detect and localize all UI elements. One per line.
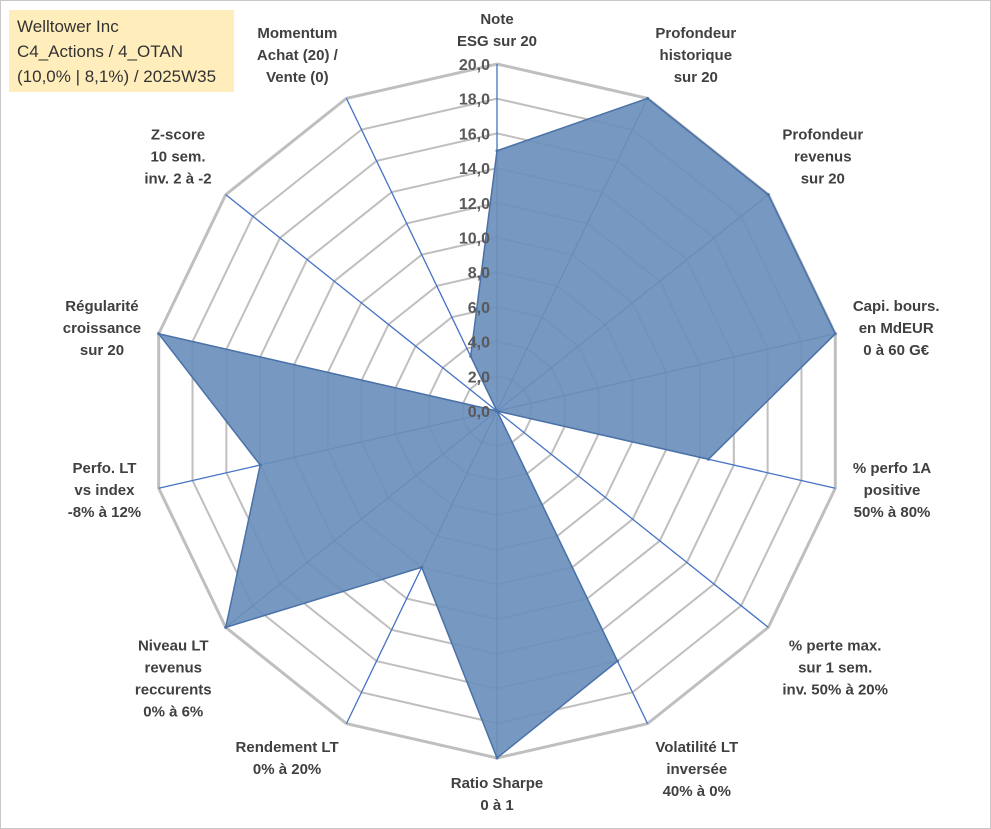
axis-label-line: Achat (20) / — [257, 47, 339, 64]
axis-label-line: Profondeur — [782, 126, 863, 143]
data-point-2 — [766, 193, 770, 197]
axis-label-line: Profondeur — [655, 25, 736, 42]
axis-label-line: Momentum — [257, 25, 337, 42]
series-layer — [156, 96, 837, 760]
axis-label-12: Z-score 10 sem. inv. 2 à -2 — [144, 126, 211, 187]
axis-label-5: % perte max. sur 1 sem. inv. 50% à 20% — [782, 638, 888, 699]
axis-label-line: historique — [660, 47, 733, 64]
axis-label-line: % perfo 1A — [853, 460, 932, 477]
tick-label: 8,0 — [468, 265, 490, 282]
axis-label-line: croissance — [63, 320, 141, 337]
axis-label-line: Capi. bours. — [853, 298, 940, 315]
data-point-9 — [224, 625, 228, 629]
axis-label-0: Note ESG sur 20 — [457, 11, 537, 50]
axis-label-line: inversée — [666, 761, 727, 778]
axis-label-line: Vente (0) — [266, 69, 329, 86]
axis-label-line: Niveau LT — [138, 638, 209, 655]
data-point-4 — [706, 457, 710, 461]
tick-label: 12,0 — [459, 196, 490, 213]
axis-label-line: sur 1 sem. — [798, 660, 872, 677]
tick-label: 20,0 — [459, 57, 490, 74]
data-point-8 — [420, 565, 424, 569]
axis-label-line: ESG sur 20 — [457, 33, 537, 50]
data-point-3 — [833, 332, 837, 336]
tick-label: 4,0 — [468, 335, 490, 352]
axis-label-1: Profondeur historique sur 20 — [655, 25, 736, 86]
info-company-name: Welltower Inc — [17, 17, 119, 36]
axis-label-line: Note — [480, 11, 513, 28]
axis-label-line: revenus — [794, 148, 852, 165]
axis-label-line: 40% à 0% — [663, 783, 731, 800]
axis-label-8: Rendement LT 0% à 20% — [236, 739, 339, 778]
axis-label-line: Volatilité LT — [655, 739, 738, 756]
tick-label: 14,0 — [459, 161, 490, 178]
axis-label-7: Ratio Sharpe 0 à 1 — [451, 775, 544, 814]
axis-label-6: Volatilité LT inversée 40% à 0% — [655, 739, 738, 800]
axis-label-line: 0% à 6% — [143, 704, 203, 721]
axis-label-line: vs index — [74, 482, 135, 499]
data-point-7 — [495, 756, 499, 760]
axis-label-line: inv. 50% à 20% — [782, 682, 888, 699]
info-box: Welltower Inc C4_Actions / 4_OTAN (10,0%… — [9, 10, 234, 92]
axis-label-line: 0 à 1 — [480, 797, 513, 814]
tick-label: 0,0 — [468, 404, 490, 421]
data-point-6 — [615, 659, 619, 663]
tick-label: 2,0 — [468, 369, 490, 386]
info-category: C4_Actions / 4_OTAN — [17, 42, 183, 61]
axis-label-line: 0 à 60 G€ — [863, 342, 930, 359]
axis-label-line: 0% à 20% — [253, 761, 321, 778]
data-point-12 — [495, 409, 499, 413]
axis-label-line: Régularité — [65, 298, 138, 315]
axis-label-line: % perte max. — [789, 638, 882, 655]
axis-label-line: Z-score — [151, 126, 205, 143]
tick-label: 18,0 — [459, 92, 490, 109]
axis-label-9: Niveau LT revenus reccurents 0% à 6% — [135, 638, 212, 721]
axis-label-line: en MdEUR — [859, 320, 934, 337]
axis-spoke-12 — [225, 194, 498, 412]
tick-label: 6,0 — [468, 300, 490, 317]
axis-label-line: Perfo. LT — [73, 460, 137, 477]
tick-label: 10,0 — [459, 231, 490, 248]
axis-label-line: 50% à 80% — [854, 504, 931, 521]
axis-label-10: Perfo. LT vs index -8% à 12% — [68, 460, 141, 521]
axis-label-line: 10 sem. — [150, 148, 205, 165]
label-layer: Note ESG sur 20 Profondeur historique sur 20… — [63, 11, 940, 814]
axis-label-line: positive — [864, 482, 921, 499]
axis-label-line: sur 20 — [80, 342, 124, 359]
axis-label-line: sur 20 — [801, 170, 845, 187]
data-point-13 — [469, 354, 473, 358]
axis-label-2: Profondeur revenus sur 20 — [782, 126, 863, 187]
axis-label-line: sur 20 — [674, 69, 718, 86]
axis-label-4: % perfo 1A positive 50% à 80% — [853, 460, 932, 521]
axis-label-line: revenus — [144, 660, 202, 677]
data-point-11 — [157, 332, 161, 336]
tick-layer: 0,0 2,0 4,0 6,0 8,0 10,0 12,0 14,0 16,0 18,0 20,0 — [459, 57, 490, 421]
series-area-0 — [156, 97, 837, 760]
axis-spoke-5 — [496, 410, 769, 628]
axis-label-line: reccurents — [135, 682, 212, 699]
data-point-10 — [258, 463, 262, 467]
axis-label-line: Rendement LT — [236, 739, 339, 756]
axis-label-line: Ratio Sharpe — [451, 775, 544, 792]
axis-label-11: Régularité croissance sur 20 — [63, 298, 141, 359]
tick-label: 16,0 — [459, 126, 490, 143]
axis-label-line: -8% à 12% — [68, 504, 141, 521]
axis-label-3: Capi. bours. en MdEUR 0 à 60 G€ — [853, 298, 940, 359]
axis-label-line: inv. 2 à -2 — [144, 170, 211, 187]
axis-label-13: Momentum Achat (20) / Vente (0) — [257, 25, 339, 86]
data-point-1 — [646, 96, 650, 100]
data-point-0 — [495, 149, 499, 153]
info-stats-week: (10,0% | 8,1%) / 2025W35 — [17, 67, 217, 86]
